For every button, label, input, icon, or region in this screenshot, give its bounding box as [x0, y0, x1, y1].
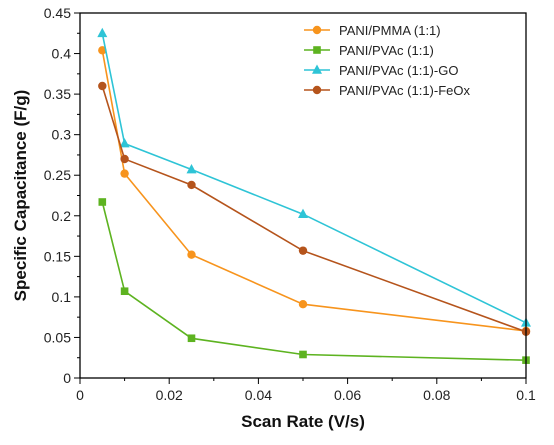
y-axis-title: Specific Capacitance (F/g) — [11, 90, 30, 302]
x-tick-label: 0.02 — [156, 387, 183, 403]
x-axis-title: Scan Rate (V/s) — [241, 412, 365, 431]
x-tick-label: 0 — [76, 387, 84, 403]
legend-label: PANI/PMMA (1:1) — [339, 23, 441, 38]
y-tick-label: 0.2 — [52, 208, 72, 224]
y-tick-label: 0.45 — [44, 5, 71, 21]
data-point — [119, 138, 130, 148]
legend-label: PANI/PVAc (1:1) — [339, 43, 434, 58]
legend-marker — [312, 64, 322, 74]
y-tick-label: 0.35 — [44, 86, 71, 102]
data-point — [120, 287, 129, 296]
data-layer — [97, 27, 531, 364]
legend-marker — [312, 85, 322, 95]
data-point — [98, 198, 107, 206]
legend-item: PANI/PMMA (1:1) — [304, 23, 441, 38]
data-point — [187, 334, 196, 343]
legend-marker — [313, 46, 321, 54]
data-point — [98, 46, 107, 55]
data-point — [186, 164, 197, 174]
x-tick-label: 0.04 — [245, 387, 272, 403]
data-point — [98, 81, 107, 91]
data-point — [187, 250, 196, 259]
y-tick-label: 0.05 — [44, 329, 71, 345]
legend: PANI/PMMA (1:1) PANI/PVAc (1:1) PANI/PVAc … — [304, 23, 470, 98]
y-tick-label: 0.1 — [52, 289, 72, 305]
data-point — [299, 350, 307, 359]
legend-item: PANI/PVAc (1:1)-FeOx — [304, 83, 470, 98]
data-point — [298, 246, 308, 255]
data-point — [97, 27, 108, 38]
data-point — [120, 154, 129, 164]
legend-marker — [312, 25, 322, 35]
x-tick-label: 0.1 — [516, 387, 536, 403]
ticks-layer: 0 0.02 0.04 0.06 0.08 0.1 0 0.05 0.1 0.15 0.2 0.25 0… — [44, 5, 536, 403]
legend-label: PANI/PVAc (1:1)-GO — [339, 63, 458, 78]
y-tick-label: 0 — [63, 370, 71, 386]
y-tick-label: 0.15 — [44, 248, 71, 264]
data-point — [298, 208, 308, 218]
y-tick-label: 0.4 — [52, 46, 72, 62]
x-tick-label: 0.08 — [423, 387, 450, 403]
data-point — [120, 169, 129, 178]
y-tick-label: 0.25 — [44, 167, 71, 183]
legend-item: PANI/PVAc (1:1)-GO — [304, 63, 458, 78]
legend-label: PANI/PVAc (1:1)-FeOx — [339, 83, 470, 98]
y-tick-label: 0.3 — [52, 127, 72, 143]
data-point — [187, 180, 196, 190]
legend-item: PANI/PVAc (1:1) — [304, 43, 434, 58]
x-tick-label: 0.06 — [334, 387, 361, 403]
data-point — [298, 299, 308, 309]
